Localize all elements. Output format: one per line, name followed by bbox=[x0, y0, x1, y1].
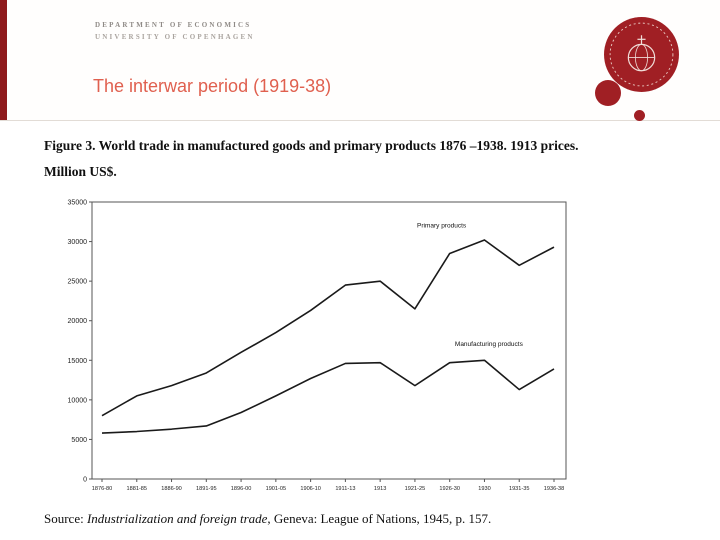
slide-title: The interwar period (1919-38) bbox=[93, 76, 332, 96]
svg-text:1876-80: 1876-80 bbox=[92, 486, 113, 492]
institution-block: DEPARTMENT OF ECONOMICS UNIVERSITY OF CO… bbox=[95, 19, 255, 43]
svg-text:1891-95: 1891-95 bbox=[196, 486, 217, 492]
svg-text:1930: 1930 bbox=[478, 486, 490, 492]
svg-text:1936-38: 1936-38 bbox=[544, 486, 565, 492]
source-prefix: Source: bbox=[44, 511, 87, 526]
accent-stripe bbox=[0, 0, 7, 120]
university-seal-logo bbox=[603, 16, 680, 93]
figure-caption-line1: Figure 3. World trade in manufactured go… bbox=[44, 138, 579, 153]
svg-text:1926-30: 1926-30 bbox=[439, 486, 460, 492]
svg-text:1901-05: 1901-05 bbox=[266, 486, 287, 492]
trade-chart: 0 5000 10000 15000 20000 25000 30000 35000 1876-… bbox=[40, 192, 580, 502]
svg-text:1913: 1913 bbox=[374, 486, 386, 492]
department-name: DEPARTMENT OF ECONOMICS bbox=[95, 21, 252, 29]
svg-text:1911-13: 1911-13 bbox=[335, 486, 355, 492]
source-rest: , Geneva: League of Nations, 1945, p. 15… bbox=[267, 511, 492, 526]
svg-text:25000: 25000 bbox=[68, 279, 88, 286]
source-title: Industrialization and foreign trade bbox=[86, 511, 268, 526]
svg-text:1906-10: 1906-10 bbox=[300, 486, 321, 492]
figure-caption-line2: Million US$. bbox=[44, 164, 117, 179]
svg-text:1931-35: 1931-35 bbox=[509, 486, 530, 492]
svg-text:1881-85: 1881-85 bbox=[127, 486, 148, 492]
svg-text:1896-00: 1896-00 bbox=[231, 486, 252, 492]
svg-text:30000: 30000 bbox=[68, 239, 88, 246]
svg-text:0: 0 bbox=[83, 477, 87, 484]
svg-text:20000: 20000 bbox=[68, 318, 88, 325]
decor-dot-medium bbox=[595, 80, 621, 106]
svg-text:5000: 5000 bbox=[71, 437, 87, 444]
figure-caption: Figure 3. World trade in manufactured go… bbox=[44, 133, 579, 185]
svg-text:Primary products: Primary products bbox=[417, 222, 467, 229]
slide-header: DEPARTMENT OF ECONOMICS UNIVERSITY OF CO… bbox=[0, 0, 720, 121]
svg-text:1921-25: 1921-25 bbox=[405, 486, 426, 492]
source-line: Source: Industrialization and foreign tr… bbox=[44, 511, 491, 527]
svg-text:35000: 35000 bbox=[68, 200, 88, 207]
svg-text:15000: 15000 bbox=[68, 358, 88, 365]
svg-text:Manufacturing products: Manufacturing products bbox=[455, 341, 524, 348]
svg-text:10000: 10000 bbox=[68, 397, 88, 404]
seal-icon bbox=[604, 17, 679, 92]
decor-dot-small bbox=[634, 110, 645, 121]
trade-chart-svg: 0 5000 10000 15000 20000 25000 30000 35000 1876-… bbox=[68, 200, 567, 492]
university-name: UNIVERSITY OF COPENHAGEN bbox=[95, 33, 255, 41]
svg-text:1886-90: 1886-90 bbox=[161, 486, 182, 492]
